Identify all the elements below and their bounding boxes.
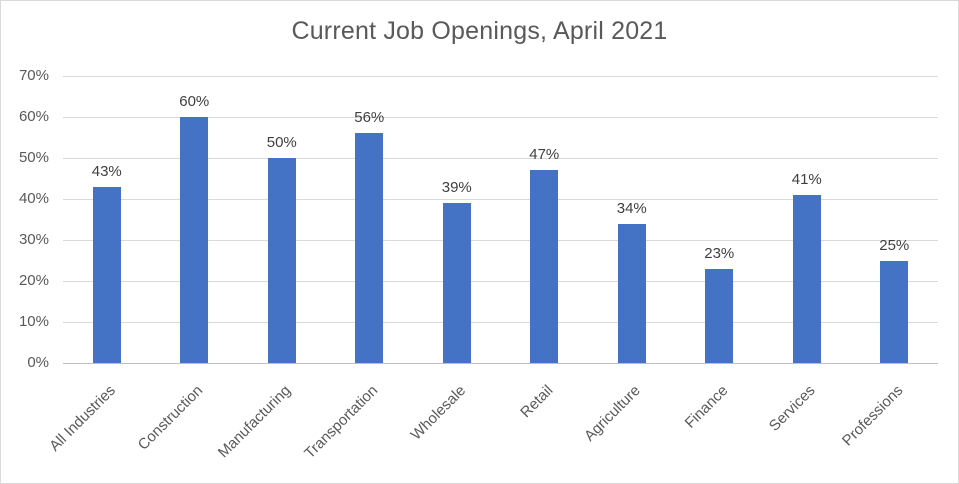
bar (705, 268, 734, 363)
x-axis-label: Construction (134, 382, 207, 454)
gridline (63, 321, 938, 323)
data-label: 47% (529, 146, 560, 164)
bar (792, 194, 821, 363)
x-axis-line (63, 363, 938, 364)
gridline (63, 198, 938, 200)
x-axis-label: All Industries (46, 382, 119, 455)
x-axis-label: Manufacturing (214, 382, 294, 462)
y-axis-label: 50% (18, 149, 49, 166)
bar (355, 133, 384, 363)
y-axis-label: 20% (18, 272, 49, 289)
bar (880, 260, 909, 363)
data-label: 56% (354, 109, 385, 127)
gridline (63, 280, 938, 282)
bar (267, 158, 296, 363)
data-label: 39% (441, 179, 472, 197)
x-axis-label: Services (766, 382, 819, 435)
y-axis-label: 40% (18, 190, 49, 207)
y-axis-label: 10% (18, 313, 49, 330)
x-axis-label: Wholesale (407, 382, 469, 444)
data-label: 25% (879, 236, 910, 254)
data-label: 60% (179, 93, 210, 110)
bar (530, 170, 559, 363)
data-label: 41% (791, 170, 822, 188)
x-axis-label: Retail (517, 382, 557, 422)
data-label: 23% (704, 244, 735, 262)
gridline (63, 75, 938, 77)
x-axis-label: Transportation (301, 382, 382, 463)
bar (180, 117, 209, 363)
bar (442, 203, 471, 363)
y-axis-label: 30% (18, 231, 49, 248)
plot-area (63, 75, 938, 364)
data-label: 50% (266, 134, 297, 151)
chart-title: Current Job Openings, April 2021 (291, 17, 668, 45)
gridline (63, 239, 938, 241)
x-axis-label: Professions (838, 382, 907, 450)
bar (617, 223, 646, 363)
data-label: 43% (91, 162, 122, 180)
gridline (63, 116, 938, 118)
bar (92, 186, 121, 363)
x-axis-label: Agriculture (581, 382, 644, 445)
x-axis-label: Finance (681, 382, 732, 432)
y-axis-label: 0% (27, 354, 49, 371)
data-label: 34% (616, 199, 647, 217)
y-axis-label: 60% (18, 108, 49, 125)
y-axis-label: 70% (18, 67, 49, 84)
gridline (63, 157, 938, 159)
